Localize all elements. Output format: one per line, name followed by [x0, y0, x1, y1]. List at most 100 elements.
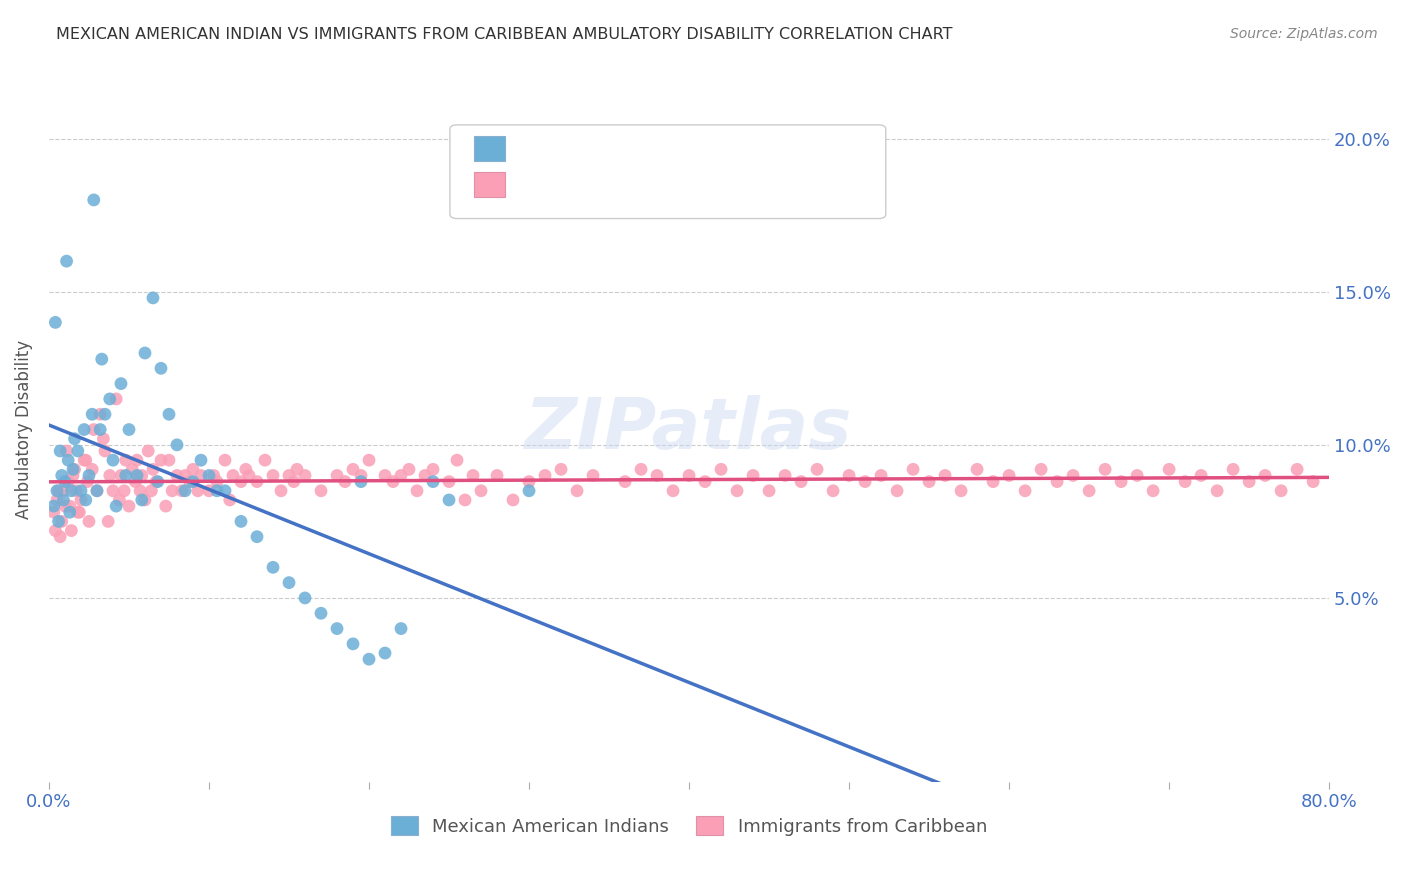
Point	[56, 453, 79, 467]
Point	[838, 468, 860, 483]
Point	[278, 575, 301, 590]
Point	[1046, 475, 1069, 489]
Point	[446, 453, 468, 467]
Point	[75, 493, 97, 508]
Point	[82, 407, 104, 421]
Point	[725, 483, 748, 498]
Point	[63, 432, 86, 446]
Point	[246, 475, 269, 489]
Point	[678, 468, 700, 483]
Point	[229, 515, 252, 529]
Point	[97, 515, 120, 529]
Text: N =: N =	[645, 176, 685, 194]
Point	[48, 515, 70, 529]
Point	[235, 462, 257, 476]
Point	[60, 483, 83, 498]
Point	[105, 392, 128, 406]
Point	[145, 475, 167, 489]
Point	[46, 493, 69, 508]
Point	[582, 468, 605, 483]
Point	[66, 505, 89, 519]
Point	[333, 475, 356, 489]
Point	[517, 483, 540, 498]
Point	[398, 462, 420, 476]
Point	[454, 493, 477, 508]
Point	[121, 462, 143, 476]
Point	[309, 607, 332, 621]
Point	[51, 515, 73, 529]
Point	[62, 462, 84, 476]
Point	[125, 468, 148, 483]
Point	[218, 493, 240, 508]
Point	[174, 468, 197, 483]
Point	[565, 483, 588, 498]
Text: N =: N =	[645, 140, 685, 158]
Point	[114, 468, 136, 483]
Point	[59, 505, 82, 519]
Point	[981, 475, 1004, 489]
Point	[1014, 483, 1036, 498]
Point	[350, 475, 373, 489]
Point	[901, 462, 924, 476]
Point	[77, 468, 100, 483]
Point	[285, 462, 308, 476]
Point	[886, 483, 908, 498]
Point	[101, 453, 124, 467]
Point	[357, 652, 380, 666]
Point	[238, 468, 260, 483]
Point	[101, 483, 124, 498]
Point	[146, 475, 169, 489]
Point	[934, 468, 956, 483]
Point	[129, 483, 152, 498]
Point	[1302, 475, 1324, 489]
Point	[70, 483, 93, 498]
Point	[187, 483, 209, 498]
Point	[1126, 468, 1149, 483]
Point	[94, 444, 117, 458]
Point	[229, 475, 252, 489]
Point	[149, 453, 172, 467]
Point	[422, 475, 444, 489]
Point	[1094, 462, 1116, 476]
Point	[486, 468, 509, 483]
Point	[278, 468, 301, 483]
Point	[166, 438, 188, 452]
Point	[630, 462, 652, 476]
Point	[98, 468, 121, 483]
Point	[157, 407, 180, 421]
Point	[1206, 483, 1229, 498]
Point	[73, 423, 96, 437]
Text: 146: 146	[699, 176, 737, 194]
Point	[181, 462, 204, 476]
Point	[294, 591, 316, 605]
Point	[342, 637, 364, 651]
Point	[202, 468, 225, 483]
Point	[1222, 462, 1244, 476]
Point	[1237, 475, 1260, 489]
Point	[118, 423, 141, 437]
Point	[693, 475, 716, 489]
Point	[86, 483, 108, 498]
Point	[270, 483, 292, 498]
Point	[76, 475, 98, 489]
Point	[83, 193, 105, 207]
Point	[86, 483, 108, 498]
Point	[461, 468, 484, 483]
Point	[134, 346, 156, 360]
Point	[823, 483, 845, 498]
Point	[155, 499, 177, 513]
Point	[1174, 475, 1197, 489]
Point	[98, 392, 121, 406]
Point	[758, 483, 780, 498]
Point	[125, 453, 148, 467]
Point	[52, 493, 75, 508]
Point	[382, 475, 405, 489]
Point	[853, 475, 876, 489]
Point	[142, 462, 165, 476]
Point	[357, 453, 380, 467]
Text: Source: ZipAtlas.com: Source: ZipAtlas.com	[1230, 27, 1378, 41]
Point	[389, 622, 412, 636]
Point	[131, 493, 153, 508]
Point	[1270, 483, 1292, 498]
Point	[49, 444, 72, 458]
